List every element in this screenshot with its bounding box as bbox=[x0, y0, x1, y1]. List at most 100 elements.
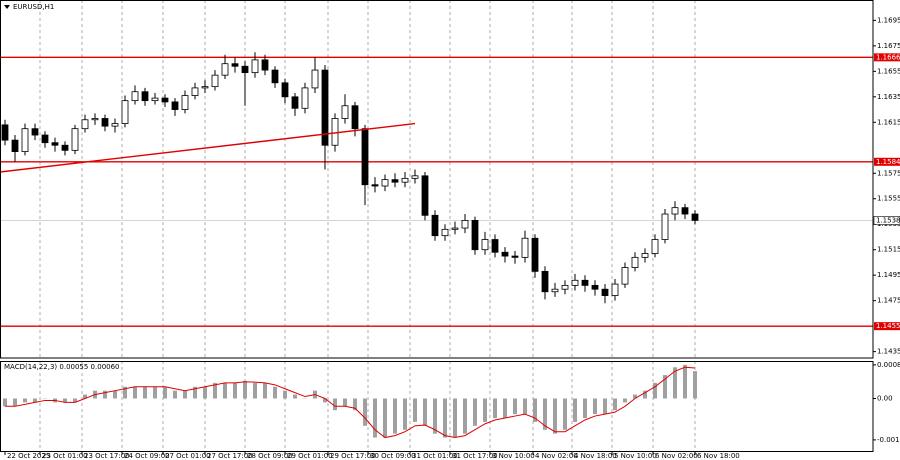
candle-body bbox=[321, 69, 329, 146]
candle-body bbox=[191, 87, 199, 96]
candle-body bbox=[171, 101, 179, 110]
candle-body bbox=[441, 228, 449, 237]
y-tick-label: 1.1615 bbox=[877, 118, 900, 126]
macd-bar bbox=[423, 398, 427, 426]
candle-body bbox=[611, 283, 619, 296]
candle-body bbox=[351, 105, 359, 130]
candle-body bbox=[111, 123, 119, 127]
candle-body bbox=[621, 267, 629, 285]
macd-bar bbox=[413, 398, 417, 422]
x-tick-label: 22 Oct 2025 bbox=[7, 452, 50, 460]
candle-body bbox=[591, 284, 599, 290]
macd-bar bbox=[523, 398, 527, 415]
macd-bar bbox=[593, 398, 597, 415]
candle-body bbox=[521, 237, 529, 258]
candle-body bbox=[391, 179, 399, 183]
y-tick-label: 1.1495 bbox=[877, 271, 900, 279]
macd-bar bbox=[693, 371, 697, 399]
macd-signal bbox=[5, 366, 696, 439]
candle-body bbox=[571, 279, 579, 286]
macd-bar bbox=[333, 398, 337, 411]
candle-body bbox=[641, 253, 649, 258]
macd-bar bbox=[263, 382, 267, 399]
candle-body bbox=[41, 134, 49, 144]
x-tick-label: 3 Nov 10:00 bbox=[492, 452, 535, 460]
price-frame bbox=[0, 0, 874, 359]
y-tick-label: 1.1555 bbox=[877, 195, 900, 203]
candle-body bbox=[261, 59, 269, 71]
chart-title: EURUSD,H1 bbox=[13, 3, 54, 11]
macd-bar bbox=[563, 398, 567, 430]
candle-body bbox=[291, 96, 299, 109]
macd-bar bbox=[243, 380, 247, 399]
x-tick-label: 29 Oct 17:00 bbox=[330, 452, 376, 460]
macd-bar bbox=[73, 398, 77, 403]
candle-body bbox=[671, 207, 679, 215]
menu-arrow[interactable] bbox=[4, 5, 10, 9]
macd-y-tick-label: -0.00106 bbox=[877, 436, 900, 444]
candle-body bbox=[151, 97, 159, 102]
x-tick-label: 29 Oct 01:00 bbox=[287, 452, 333, 460]
y-tick-label: 1.1475 bbox=[877, 297, 900, 305]
macd-bar bbox=[213, 382, 217, 399]
candle-body bbox=[451, 227, 459, 230]
macd-bar bbox=[363, 398, 367, 426]
candle-body bbox=[221, 63, 229, 76]
macd-frame bbox=[0, 361, 874, 452]
macd-bar bbox=[63, 398, 67, 403]
level-label-box bbox=[874, 53, 900, 62]
macd-bar bbox=[653, 382, 657, 399]
macd-bar bbox=[393, 398, 397, 434]
x-tick-label: 28 Oct 09:00 bbox=[247, 452, 293, 460]
candle-body bbox=[661, 213, 669, 240]
candle-body bbox=[511, 255, 519, 258]
macd-bar bbox=[433, 398, 437, 434]
macd-y-tick-label: 0.00086 bbox=[877, 361, 900, 369]
macd-bar bbox=[643, 390, 647, 399]
candle-body bbox=[471, 220, 479, 251]
macd-bar bbox=[293, 394, 297, 399]
candle-body bbox=[401, 177, 409, 183]
candle-body bbox=[161, 97, 169, 103]
macd-bar bbox=[663, 375, 667, 399]
candle-body bbox=[141, 91, 149, 102]
macd-bar bbox=[133, 386, 137, 399]
candle-body bbox=[481, 239, 489, 251]
macd-bar bbox=[553, 398, 557, 434]
candle-body bbox=[121, 100, 129, 124]
macd-bar bbox=[113, 390, 117, 399]
x-tick-label: 4 Nov 18:00 bbox=[574, 452, 617, 460]
macd-bar bbox=[233, 382, 237, 399]
candle-body bbox=[371, 184, 379, 187]
candle-body bbox=[21, 128, 29, 153]
candle-body bbox=[231, 63, 239, 67]
candle-body bbox=[271, 69, 279, 84]
candle-body bbox=[201, 86, 209, 89]
macd-bar bbox=[323, 398, 327, 403]
candle-body bbox=[71, 128, 79, 151]
macd-bar bbox=[453, 398, 457, 438]
candle-body bbox=[531, 237, 539, 272]
macd-bar bbox=[353, 398, 357, 411]
macd-bar bbox=[283, 390, 287, 399]
macd-bar bbox=[83, 394, 87, 399]
candle-body bbox=[601, 288, 609, 296]
macd-bar bbox=[193, 386, 197, 399]
x-tick-label: 5 Nov 10:00 bbox=[614, 452, 657, 460]
macd-bar bbox=[273, 386, 277, 399]
candle-body bbox=[241, 65, 249, 74]
y-tick-label: 1.1575 bbox=[877, 169, 900, 177]
y-tick-label: 1.1695 bbox=[877, 16, 900, 24]
macd-bar bbox=[33, 398, 37, 403]
y-tick-label: 1.1635 bbox=[877, 93, 900, 101]
macd-bar bbox=[23, 398, 27, 403]
x-tick-label: 23 Oct 17:00 bbox=[84, 452, 130, 460]
candle-body bbox=[11, 139, 19, 153]
level-label: 1.1455 bbox=[876, 322, 900, 330]
candle-body bbox=[361, 128, 369, 186]
macd-label: MACD(14,22,3) 0.00055 0.00060 bbox=[4, 363, 120, 371]
level-label-box bbox=[874, 157, 900, 166]
candle-body bbox=[631, 256, 639, 268]
candle-body bbox=[101, 118, 109, 127]
candle-body bbox=[501, 251, 509, 257]
